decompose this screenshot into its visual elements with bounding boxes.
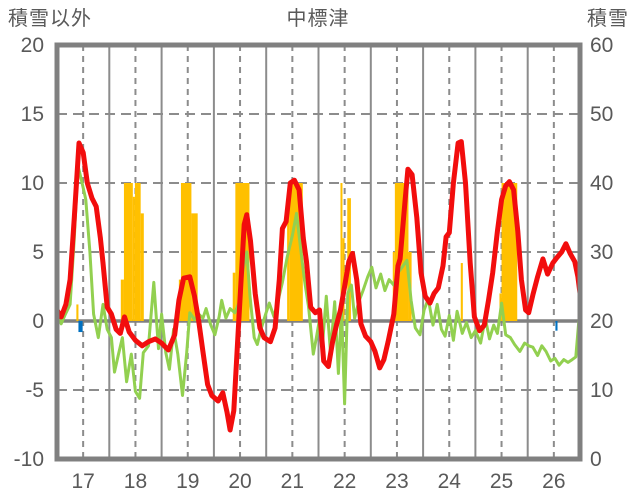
right-axis-tick-label: 0	[590, 448, 602, 471]
x-axis-tick-label: 24	[438, 470, 462, 493]
x-axis-tick-label: 21	[281, 470, 304, 493]
sunshine-bars-bar	[132, 196, 135, 321]
x-axis-tick-label: 19	[176, 470, 199, 493]
sunshine-bars-bar	[134, 183, 141, 321]
x-axis-tick-label: 26	[542, 470, 565, 493]
x-axis-tick-label: 23	[385, 470, 408, 493]
sunshine-bars-bar	[76, 304, 79, 321]
sunshine-bars-bar	[501, 183, 518, 321]
sunshine-bars-bar	[460, 263, 463, 321]
sunshine-bars-bar	[287, 210, 290, 321]
sunshine-bars-bar	[180, 183, 192, 321]
left-axis-tick-label: -5	[25, 379, 44, 402]
sunshine-bars-bar	[140, 213, 144, 321]
temperature-line	[54, 139, 583, 433]
x-axis-tick-label: 18	[124, 470, 147, 493]
left-axis-tick-label: 15	[21, 103, 44, 126]
left-axis-title: 積雪以外	[8, 8, 92, 30]
x-axis-tick-label: 22	[333, 470, 356, 493]
right-axis-tick-label: 30	[590, 241, 613, 264]
left-axis-tick-label: 20	[21, 34, 44, 57]
left-axis-tick-label: 0	[32, 310, 44, 333]
right-axis-tick-label: 10	[590, 379, 613, 402]
left-axis-tick-label: -10	[14, 448, 44, 471]
right-axis-tick-label: 50	[590, 103, 613, 126]
sunshine-bars-bar	[120, 279, 124, 321]
right-axis-tick-label: 60	[590, 34, 613, 57]
precipitation-bars-bar	[555, 321, 558, 331]
chart-title: 中標津	[286, 8, 350, 30]
sunshine-bars-bar	[340, 183, 343, 321]
x-axis-tick-label: 25	[490, 470, 513, 493]
right-axis-tick-label: 40	[590, 172, 613, 195]
plot-border	[54, 42, 583, 462]
x-axis-tick-label: 17	[71, 470, 94, 493]
left-axis-tick-label: 5	[32, 241, 44, 264]
left-axis-tick-label: 10	[21, 172, 44, 195]
precipitation-bars-bar	[78, 321, 83, 333]
x-axis-tick-label: 20	[228, 470, 251, 493]
sunshine-bars-bar	[232, 272, 236, 321]
sunshine-bars-bar	[123, 183, 133, 321]
sunshine-bars-bar	[191, 213, 198, 321]
right-axis-tick-label: 20	[590, 310, 613, 333]
right-axis-title: 積雪	[587, 8, 629, 30]
